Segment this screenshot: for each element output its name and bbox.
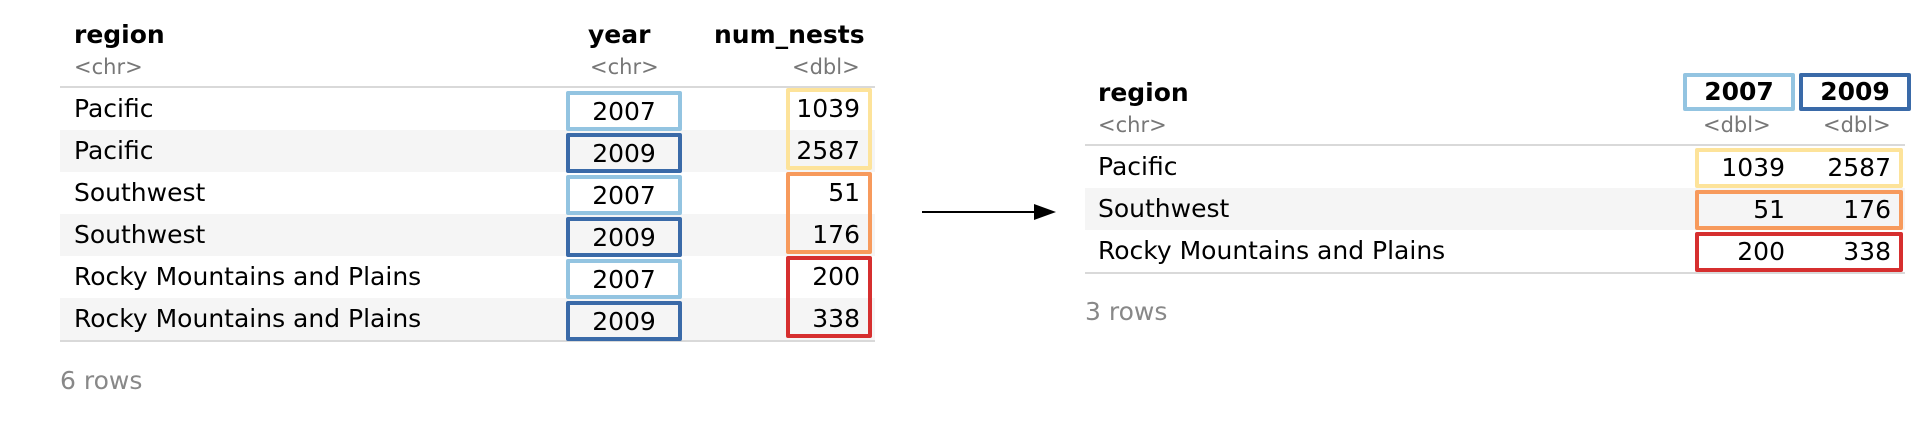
transform-arrow-icon [922, 204, 1056, 220]
num-nests-value: 338 [812, 304, 860, 333]
rocky-group-box [786, 256, 872, 338]
southwest-group-box [1695, 190, 1903, 230]
region-cell: Southwest [1098, 194, 1230, 223]
region-cell: Pacific [74, 94, 154, 123]
table-bottom-divider [1085, 272, 1905, 274]
type-region: <chr> [1098, 113, 1167, 137]
value-2009: 2587 [1827, 153, 1891, 182]
region-cell: Rocky Mountains and Plains [74, 304, 422, 333]
left-row-count: 6 rows [60, 366, 143, 395]
type-2007: <dbl> [1703, 113, 1771, 137]
southwest-group-box [786, 172, 872, 254]
region-cell: Southwest [74, 178, 206, 207]
wide-table: 2007 2009 region <chr> <dbl> <dbl> Pacif… [1085, 72, 1911, 282]
pacific-group-box [1695, 148, 1903, 188]
type-2009: <dbl> [1823, 113, 1891, 137]
year-box-2009: 2009 [566, 217, 682, 257]
type-num-nests: <dbl> [792, 55, 860, 79]
table-row [1085, 188, 1905, 230]
year-box-2007: 2007 [566, 259, 682, 299]
year-box-2009: 2009 [566, 301, 682, 341]
region-cell: Rocky Mountains and Plains [1098, 236, 1446, 265]
type-year: <chr> [590, 55, 659, 79]
header-2009-box: 2009 [1799, 73, 1911, 111]
value-2007: 200 [1737, 237, 1785, 266]
region-cell: Rocky Mountains and Plains [74, 262, 422, 291]
year-box-2009: 2009 [566, 133, 682, 173]
table-row [60, 298, 875, 340]
header-divider [1085, 144, 1905, 146]
right-row-count: 3 rows [1085, 297, 1168, 326]
type-region: <chr> [74, 55, 143, 79]
num-nests-value: 2587 [796, 136, 860, 165]
table-row [60, 130, 875, 172]
header-divider [60, 86, 875, 88]
num-nests-value: 1039 [796, 94, 860, 123]
num-nests-value: 51 [828, 178, 860, 207]
num-nests-value: 200 [812, 262, 860, 291]
rocky-group-box [1695, 232, 1903, 272]
year-box-2007: 2007 [566, 91, 682, 131]
header-region: region [1098, 78, 1189, 107]
region-cell: Southwest [74, 220, 206, 249]
long-table: region year num_nests <chr> <chr> <dbl> … [60, 18, 875, 348]
value-2007: 1039 [1721, 153, 1785, 182]
value-2007: 51 [1753, 195, 1785, 224]
year-box-2007: 2007 [566, 175, 682, 215]
num-nests-value: 176 [812, 220, 860, 249]
header-year: year [588, 20, 651, 49]
table-row [60, 214, 875, 256]
table-row [60, 88, 875, 130]
pacific-group-box [786, 88, 872, 170]
table-bottom-divider [60, 340, 875, 342]
region-cell: Pacific [74, 136, 154, 165]
header-num-nests: num_nests [714, 20, 865, 49]
region-cell: Pacific [1098, 152, 1178, 181]
header-2007-box: 2007 [1683, 73, 1795, 111]
header-region: region [74, 20, 165, 49]
value-2009: 338 [1843, 237, 1891, 266]
value-2009: 176 [1843, 195, 1891, 224]
